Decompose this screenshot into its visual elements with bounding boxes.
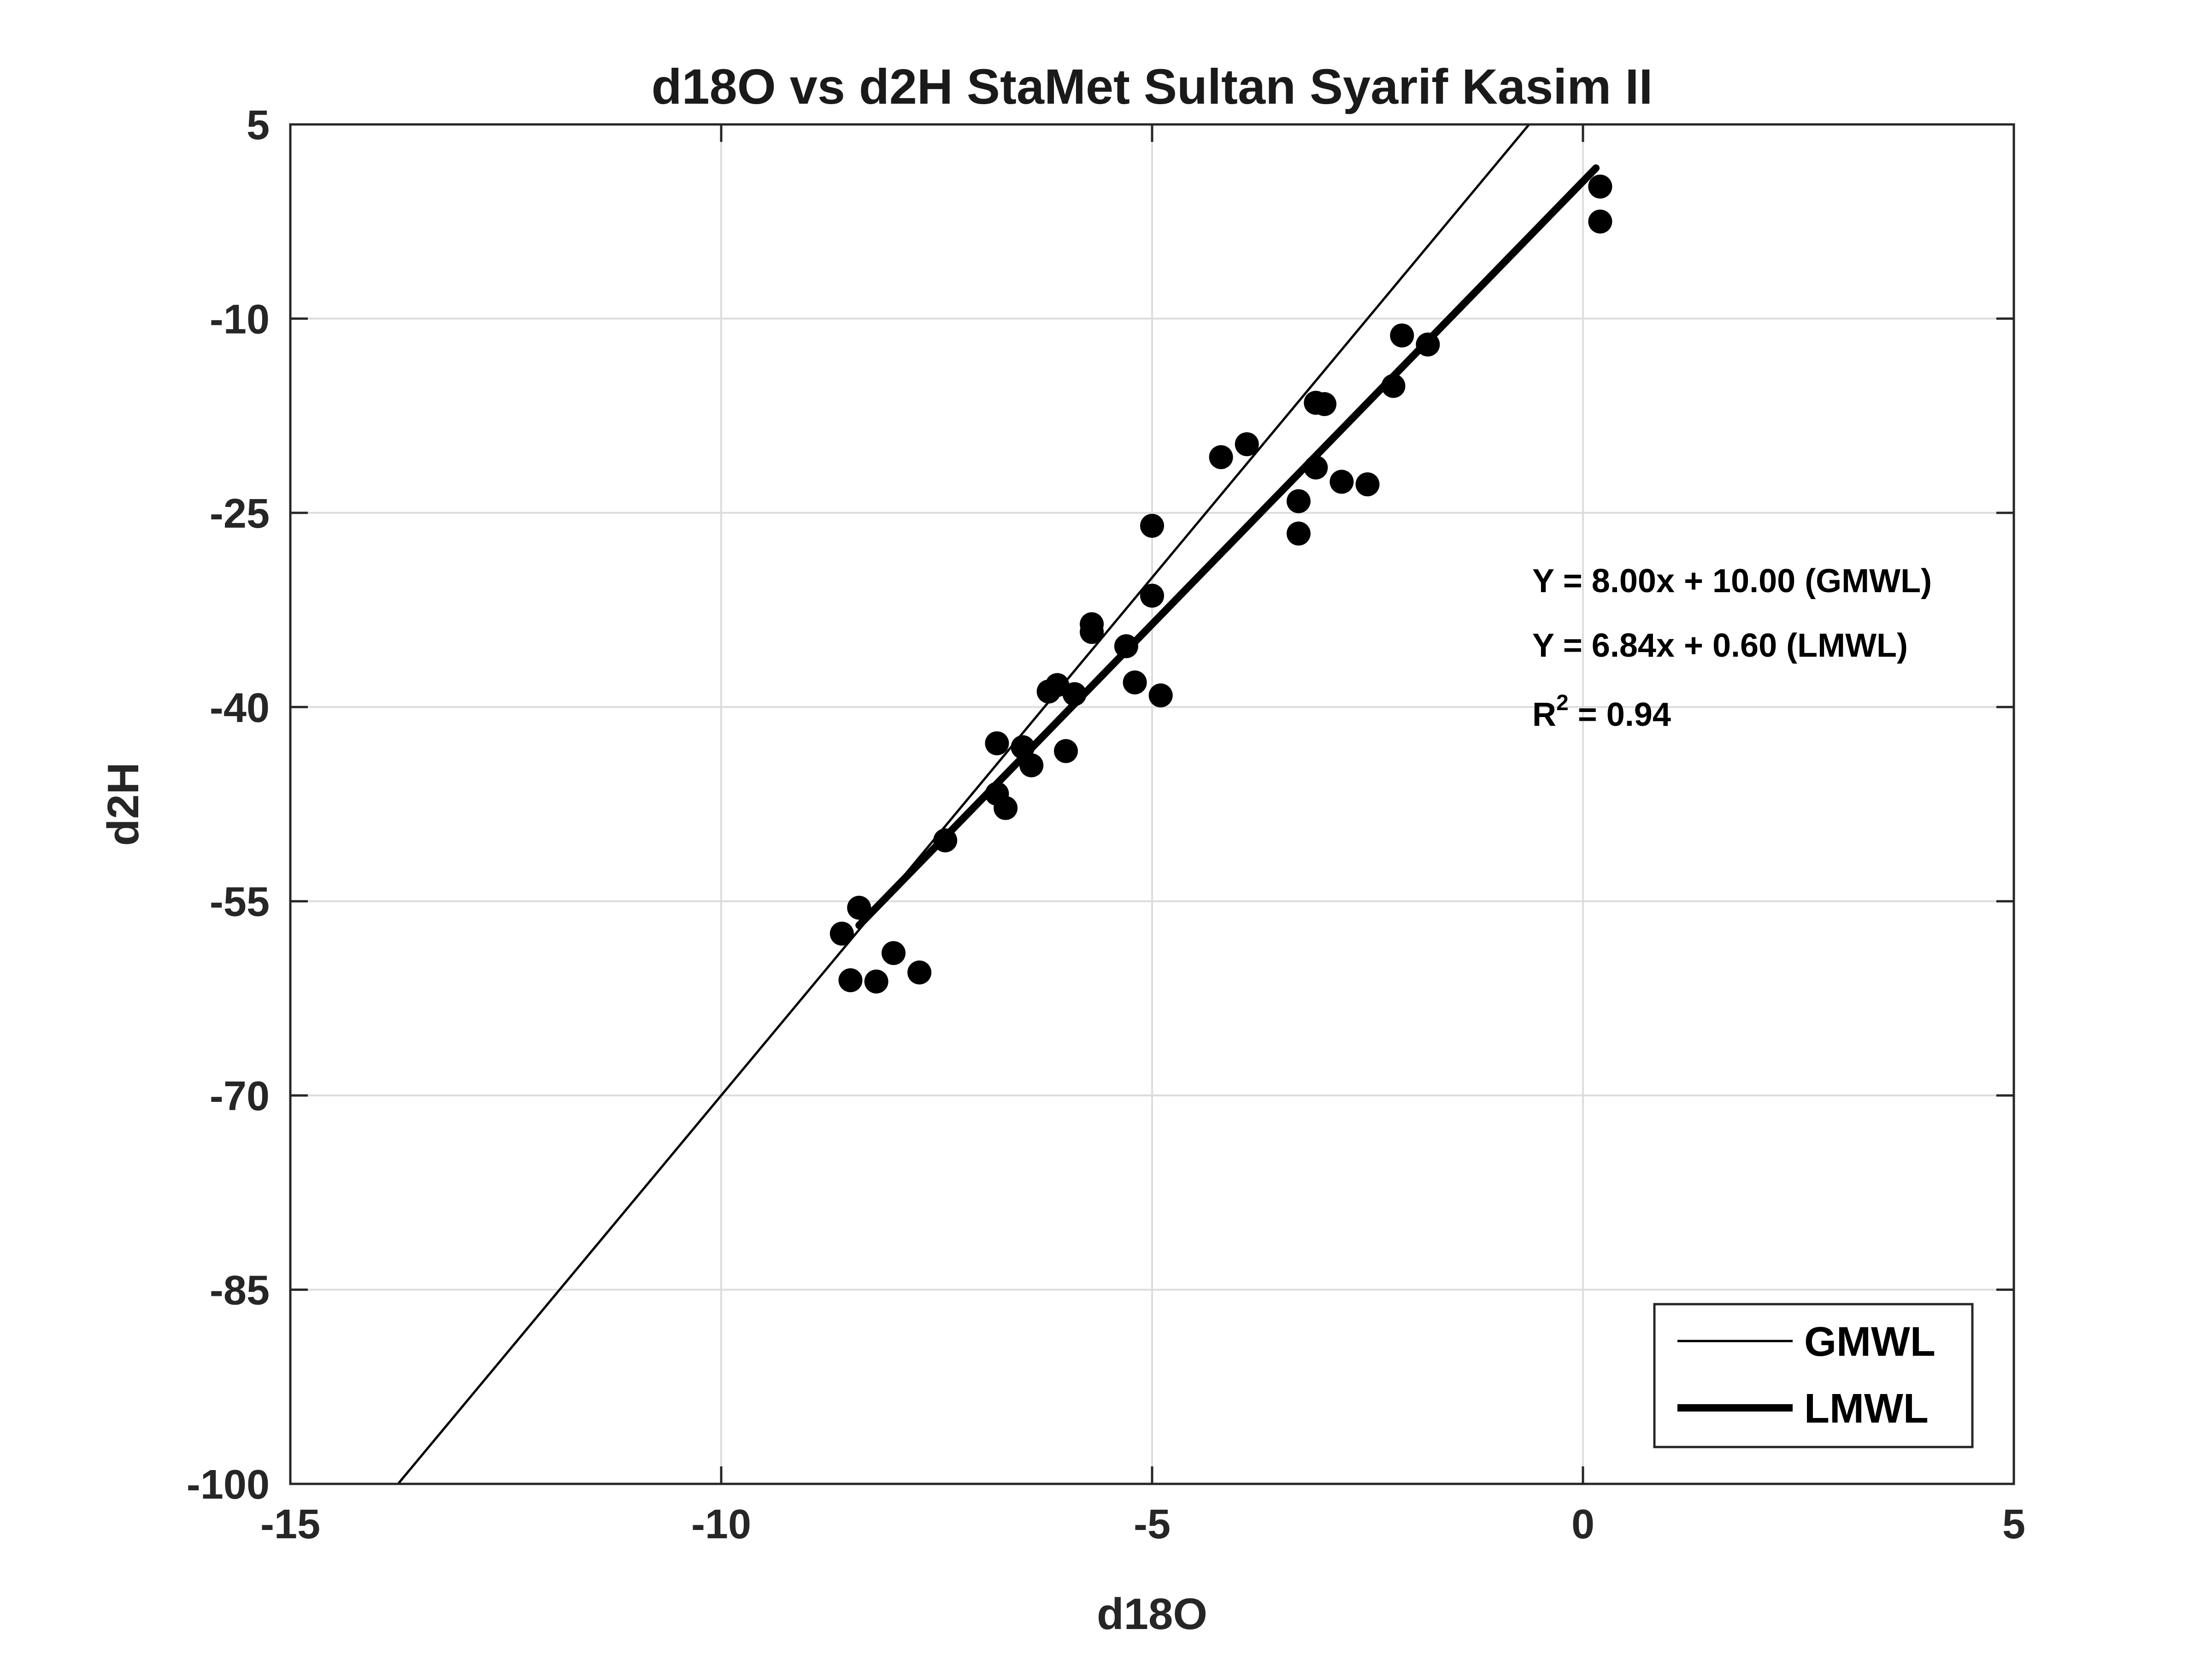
data-point xyxy=(1114,634,1138,659)
data-point xyxy=(1355,472,1380,497)
data-point xyxy=(985,731,1009,755)
gmwl-equation: Y = 8.00x + 10.00 (GMWL) xyxy=(1532,563,1932,600)
data-point xyxy=(882,941,906,965)
x-tick-label: 5 xyxy=(2002,1501,2025,1547)
data-point xyxy=(1588,209,1612,234)
data-point xyxy=(1286,521,1311,546)
x-tick-label: 0 xyxy=(1571,1501,1594,1547)
data-point xyxy=(994,796,1018,820)
data-points xyxy=(830,174,1612,994)
data-point xyxy=(1019,753,1044,777)
data-point xyxy=(1416,332,1440,357)
data-point xyxy=(1140,513,1164,538)
gmwl-line xyxy=(396,124,1531,1484)
legend-lmwl-label: LMWL xyxy=(1804,1386,1929,1432)
data-point xyxy=(1011,735,1035,759)
y-tick-label: -55 xyxy=(210,879,270,925)
y-tick-label: -100 xyxy=(187,1462,270,1508)
y-tick-label: 5 xyxy=(247,102,270,148)
y-tick-label: -85 xyxy=(210,1268,270,1314)
legend: GMWL LMWL xyxy=(1653,1303,1974,1448)
data-point xyxy=(1036,679,1061,704)
legend-gmwl-label: GMWL xyxy=(1804,1319,1936,1365)
r2-prefix: R xyxy=(1532,696,1556,733)
chart-title: d18O vs d2H StaMet Sultan Syarif Kasim I… xyxy=(652,59,1653,114)
x-tick-label: -15 xyxy=(260,1501,320,1547)
x-tick-label: -5 xyxy=(1134,1501,1171,1547)
data-point xyxy=(1209,445,1233,470)
x-tick-label: -10 xyxy=(691,1501,751,1547)
data-point xyxy=(1381,374,1406,398)
data-point xyxy=(830,921,854,946)
data-point xyxy=(1588,174,1612,199)
regression-lines xyxy=(396,124,1600,1484)
y-axis-label: d2H xyxy=(99,762,148,846)
data-point xyxy=(1054,739,1078,763)
grid-lines xyxy=(290,124,2014,1484)
y-tick-label: -25 xyxy=(210,491,270,537)
data-point xyxy=(1312,392,1336,416)
data-point xyxy=(1123,670,1147,694)
y-tick-label: -70 xyxy=(210,1073,270,1119)
x-axis-label: d18O xyxy=(1097,1589,1207,1639)
data-point xyxy=(1390,323,1414,347)
data-point xyxy=(838,968,863,993)
lmwl-line xyxy=(855,164,1600,929)
data-point xyxy=(1062,682,1087,706)
r2-value: = 0.94 xyxy=(1569,696,1671,733)
y-tick-label: -10 xyxy=(210,296,270,342)
r2-superscript: 2 xyxy=(1556,691,1569,715)
r-squared-annotation: R2 = 0.94 xyxy=(1532,691,1671,733)
tick-labels: -15 -10 -5 0 5 -100 -85 -70 -55 -40 -25 -10 5 xyxy=(187,102,2025,1547)
data-point xyxy=(933,828,958,853)
data-point xyxy=(907,960,932,985)
data-point xyxy=(1286,489,1311,513)
data-point xyxy=(864,969,888,994)
axis-ticks xyxy=(289,123,2015,1485)
y-tick-label: -40 xyxy=(210,685,270,731)
data-point xyxy=(1080,620,1104,644)
data-point xyxy=(1140,583,1164,608)
data-point xyxy=(1235,432,1259,456)
data-point xyxy=(847,895,871,920)
lmwl-equation: Y = 6.84x + 0.60 (LMWL) xyxy=(1532,627,1908,664)
data-point xyxy=(1148,683,1173,707)
legend-box xyxy=(1653,1303,1974,1448)
data-point xyxy=(1304,455,1328,480)
data-point xyxy=(1330,470,1354,494)
